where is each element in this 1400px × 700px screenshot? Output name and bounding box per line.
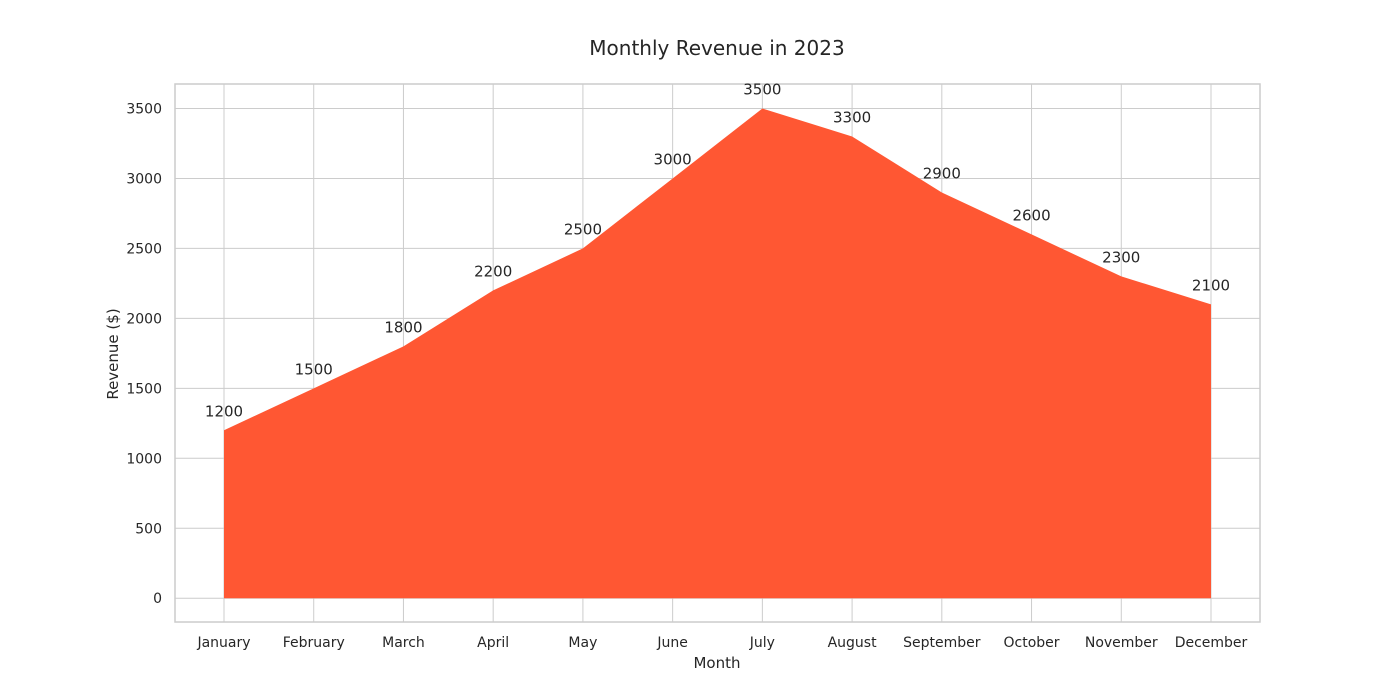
chart-title: Monthly Revenue in 2023 [589, 36, 844, 60]
x-tick-label: January [196, 635, 250, 651]
data-label: 2500 [564, 220, 602, 238]
data-labels: 1200 1500 1800 2200 2500 3000 3500 3300 2900 2600… [205, 80, 1230, 420]
x-tick-label: March [382, 635, 425, 651]
data-label: 2900 [923, 164, 961, 182]
data-label: 3500 [743, 80, 781, 98]
y-tick-label: 3000 [126, 171, 162, 187]
x-tick-label: June [656, 635, 688, 651]
data-label: 2100 [1192, 276, 1230, 294]
y-tick-label: 0 [153, 591, 162, 607]
data-label: 2600 [1012, 206, 1050, 224]
y-tick-label: 500 [135, 521, 162, 537]
x-tick-label: November [1085, 635, 1158, 651]
plot-frame [174, 83, 1261, 623]
x-tick-label: October [1004, 635, 1060, 651]
area-fill [224, 108, 1211, 599]
y-axis-ticks: 0 500 1000 1500 2000 2500 3000 3500 [126, 101, 162, 607]
y-tick-label: 3500 [126, 101, 162, 117]
y-axis-label: Revenue ($) [104, 308, 122, 399]
area-series [224, 108, 1211, 599]
data-label: 1200 [205, 402, 243, 420]
y-tick-label: 2500 [126, 241, 162, 257]
x-tick-label: May [568, 635, 597, 651]
x-axis-label: Month [693, 654, 740, 672]
x-axis-ticks: January February March April May June July Augu… [196, 635, 1247, 651]
x-tick-label: February [283, 635, 345, 651]
data-label: 2300 [1102, 248, 1140, 266]
x-tick-label: September [903, 635, 981, 651]
data-label: 2200 [474, 262, 512, 280]
x-tick-label: April [477, 635, 509, 651]
data-label: 1500 [295, 360, 333, 378]
x-tick-label: July [749, 635, 775, 651]
y-tick-label: 1000 [126, 451, 162, 467]
y-tick-label: 1500 [126, 381, 162, 397]
data-label: 1800 [384, 318, 422, 336]
y-tick-label: 2000 [126, 311, 162, 327]
x-tick-label: August [828, 635, 878, 651]
x-tick-label: December [1175, 635, 1248, 651]
data-label: 3300 [833, 108, 871, 126]
data-label: 3000 [654, 150, 692, 168]
